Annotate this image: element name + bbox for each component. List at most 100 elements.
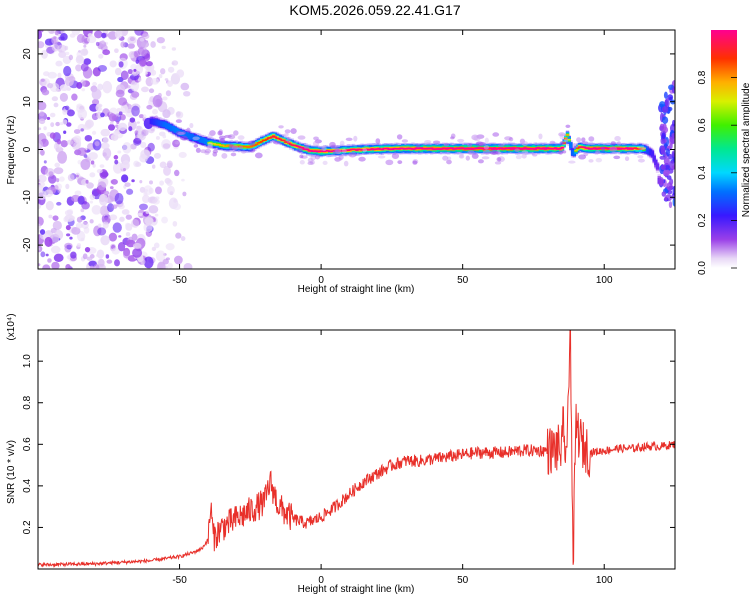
noise-blob [142,194,150,204]
noise-blob [120,41,126,48]
noise-blob [65,183,70,190]
noise-blob [131,218,140,228]
noise-blob [44,236,53,247]
noise-blob [181,178,185,182]
edge-feature-blob [671,150,675,158]
ridge-halo [521,153,527,159]
ridge-halo [424,139,432,144]
snr-x-ticks: -50 0 50 100 [172,330,613,586]
noise-blob [92,98,100,106]
edge-feature-blob [671,86,675,94]
chart-title: KOM5.2026.059.22.41.G17 [289,2,460,18]
colorbar-ticks: 0.0 0.2 0.4 0.6 0.8 [697,70,737,275]
noise-blob [132,242,142,250]
ridge-segment [271,135,276,137]
ridge-halo [497,143,505,148]
ridge-halo [193,144,199,148]
noise-blob [77,147,87,156]
ridge-segment [582,146,587,149]
noise-blob [102,221,109,229]
noise-blob [158,74,163,79]
ridge-segment [429,147,434,150]
ridge-halo [375,138,381,145]
ridge-halo [329,141,336,148]
ridge-segment [650,151,655,157]
ridge-halo [479,141,486,146]
noise-blob [125,231,131,237]
ridge-halo [227,134,236,140]
ridge-halo [576,137,582,143]
noise-blob [176,69,185,78]
noise-blob [161,45,166,50]
noise-blob [96,249,105,259]
ridge-halo [299,154,304,159]
noise-blob [111,204,118,209]
noise-blob [102,217,111,223]
edge-feature-blob [671,165,675,170]
noise-blob [85,179,89,184]
noise-blob [96,168,103,174]
ridge-segment [273,136,278,138]
edge-feature-blob [666,182,673,191]
ridge-segment [288,143,293,146]
noise-blob [121,174,129,183]
noise-blob [67,173,75,182]
noise-blob [117,150,122,154]
noise-blob [103,190,110,196]
ridge-segment [253,144,257,147]
noise-blob [73,135,82,143]
noise-blob [167,66,175,73]
spectrogram-y-axis-label: Frequency (Hz) [6,116,17,185]
noise-blob [64,242,73,249]
noise-blob [86,182,94,189]
ridge-halo [204,148,212,154]
ridge-segment [560,146,565,149]
noise-blob [82,48,88,55]
noise-blob [75,55,85,64]
noise-blob [66,255,71,260]
noise-blob [50,122,55,128]
ridge-segment [270,136,274,138]
ridge-segment [592,147,597,149]
noise-blob [102,49,111,56]
colorbar-tick-label: 0.0 [697,261,708,275]
snr-y-tick-label: 0.8 [22,395,33,409]
noise-blob [77,195,85,205]
ridge-segment [260,141,264,143]
noise-blob [45,200,54,211]
ridge-halo [177,131,185,136]
noise-blob [41,89,50,96]
noise-blob [154,213,159,217]
ridge-halo [217,130,223,136]
ridge-halo [572,142,577,149]
noise-blob [131,105,140,117]
noise-blob [106,259,113,264]
noise-blob [94,141,100,147]
noise-blob [130,143,137,150]
noise-blob [54,30,59,36]
noise-blob [81,221,89,229]
noise-blob [38,139,44,150]
ridge-halo [313,136,319,141]
noise-blob [115,89,125,98]
ridge-segment [565,134,570,136]
noise-blob [76,216,83,223]
spectrogram-y-tick-label: -10 [22,190,33,205]
ridge-segment [576,147,580,150]
noise-blob [80,158,91,171]
ridge-segment [625,147,629,149]
noise-blob [166,179,173,186]
noise-blob [39,110,45,117]
noise-blob [59,122,64,126]
noise-blob [159,161,167,169]
noise-blob [165,90,172,97]
edge-feature-blob [660,145,666,155]
ridge-segment [268,137,272,139]
noise-blob [141,129,149,136]
noise-blob [159,180,165,186]
noise-blob [55,178,60,183]
noise-blob [66,139,74,145]
noise-blob [99,205,110,217]
noise-blob [65,225,71,231]
